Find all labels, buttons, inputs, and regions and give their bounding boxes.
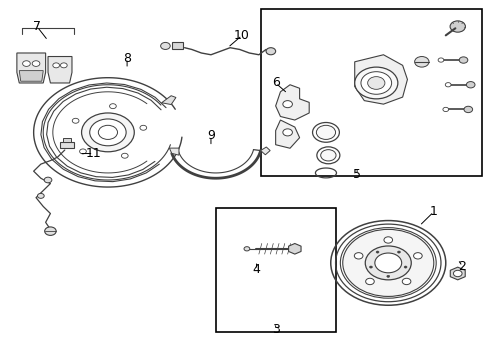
Polygon shape	[449, 267, 464, 280]
Text: 5: 5	[352, 168, 360, 181]
Bar	[171, 42, 183, 49]
Circle shape	[89, 119, 126, 146]
Circle shape	[160, 42, 170, 49]
Text: 1: 1	[429, 205, 437, 218]
Circle shape	[374, 253, 401, 273]
Circle shape	[22, 61, 30, 66]
Circle shape	[316, 125, 335, 139]
Text: 2: 2	[458, 260, 466, 273]
Bar	[215, 208, 335, 332]
Polygon shape	[275, 85, 308, 120]
Bar	[63, 138, 71, 142]
Circle shape	[442, 107, 447, 112]
Circle shape	[437, 58, 443, 62]
Circle shape	[449, 21, 465, 32]
Circle shape	[414, 57, 428, 67]
Circle shape	[32, 61, 40, 66]
Circle shape	[121, 153, 128, 158]
Circle shape	[72, 118, 79, 123]
Circle shape	[244, 247, 249, 251]
Circle shape	[367, 77, 384, 89]
Circle shape	[354, 67, 397, 99]
Circle shape	[265, 48, 275, 55]
Circle shape	[342, 229, 433, 296]
Circle shape	[466, 82, 474, 88]
Circle shape	[365, 278, 373, 285]
Text: 10: 10	[234, 29, 249, 42]
Text: 7: 7	[33, 20, 41, 33]
Circle shape	[413, 253, 421, 259]
Circle shape	[320, 150, 335, 161]
Polygon shape	[161, 96, 176, 104]
Circle shape	[140, 125, 146, 130]
Polygon shape	[354, 55, 407, 104]
Circle shape	[81, 113, 134, 152]
Polygon shape	[275, 120, 299, 148]
Circle shape	[402, 278, 410, 285]
Circle shape	[452, 270, 461, 277]
Circle shape	[316, 147, 339, 164]
Text: 3: 3	[271, 323, 279, 337]
Circle shape	[282, 129, 292, 136]
Circle shape	[354, 253, 362, 259]
Polygon shape	[17, 53, 45, 83]
Circle shape	[44, 177, 52, 183]
Circle shape	[445, 83, 450, 87]
Circle shape	[360, 72, 391, 94]
Polygon shape	[19, 71, 43, 81]
Bar	[261, 9, 481, 176]
Circle shape	[463, 106, 471, 113]
Circle shape	[386, 275, 389, 277]
Circle shape	[98, 125, 117, 139]
Text: 8: 8	[123, 52, 131, 65]
Polygon shape	[260, 147, 269, 155]
Text: 9: 9	[206, 129, 214, 143]
Circle shape	[53, 63, 60, 68]
Circle shape	[383, 237, 392, 243]
Circle shape	[397, 251, 400, 253]
Text: 4: 4	[252, 264, 260, 276]
Polygon shape	[169, 148, 179, 155]
Polygon shape	[48, 57, 72, 83]
Circle shape	[369, 266, 372, 268]
Circle shape	[44, 227, 56, 235]
Text: 6: 6	[271, 76, 279, 90]
Circle shape	[38, 193, 44, 198]
Circle shape	[375, 251, 378, 253]
Circle shape	[109, 104, 116, 109]
Circle shape	[312, 122, 339, 142]
Circle shape	[403, 266, 406, 268]
Polygon shape	[288, 243, 301, 254]
Circle shape	[365, 246, 410, 280]
Bar	[60, 142, 74, 148]
Circle shape	[80, 149, 86, 154]
Circle shape	[282, 100, 292, 108]
Circle shape	[61, 63, 67, 68]
Text: 11: 11	[85, 147, 101, 160]
Circle shape	[458, 57, 467, 63]
